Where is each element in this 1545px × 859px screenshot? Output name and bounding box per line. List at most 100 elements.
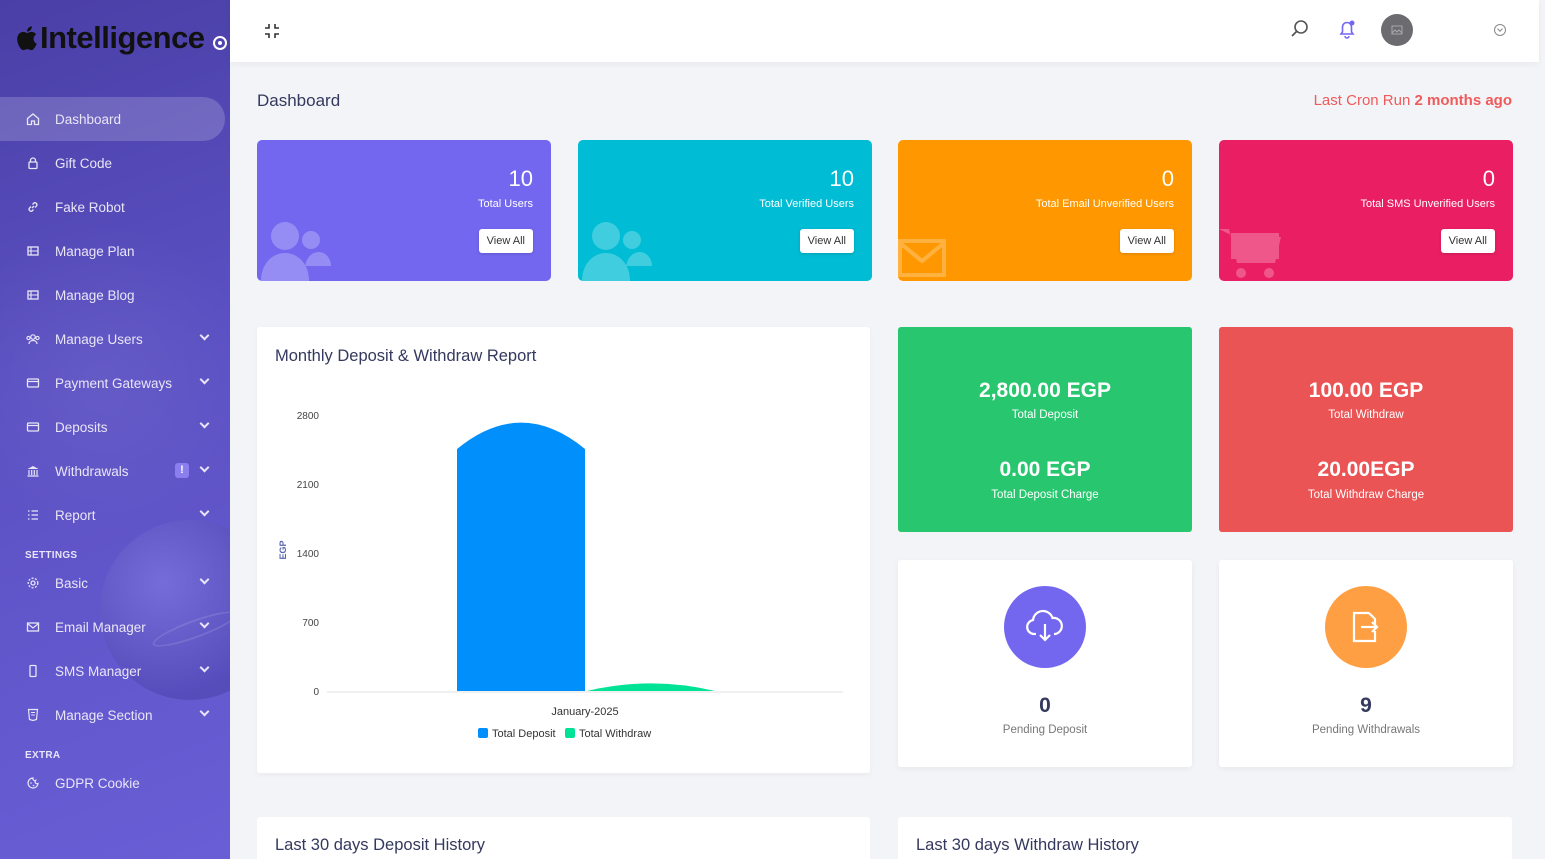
stat-card-sms-unverified: 0 Total SMS Unverified Users View All — [1219, 140, 1513, 281]
sidebar-item-label: Payment Gateways — [55, 375, 173, 391]
chevron-down-icon — [199, 706, 210, 717]
avatar-image-icon — [1391, 25, 1403, 35]
brand-logo[interactable]: Intelligence — [14, 20, 227, 56]
cron-status: Last Cron Run 2 months ago — [1314, 92, 1512, 109]
sidebar-item-label: Manage Plan — [55, 243, 135, 259]
stat-label: Total Users — [477, 198, 533, 210]
sidebar-item-manage-users[interactable]: Manage Users — [0, 317, 230, 361]
deposit-withdraw-chart-card: 2800 2100 1400 700 0 EGP January-2025 Total Dep… — [257, 327, 870, 773]
cron-label: Last Cron Run — [1313, 92, 1411, 109]
sidebar-item-basic[interactable]: Basic — [0, 561, 230, 605]
withdraw-history-card: Last 30 days Withdraw History — [898, 817, 1512, 859]
legend-marker — [478, 728, 488, 738]
bank-icon — [24, 462, 42, 480]
grid-icon — [24, 242, 42, 260]
x-tick-label: January-2025 — [551, 706, 618, 718]
sidebar-item-gdpr-cookie[interactable]: GDPR Cookie — [0, 761, 230, 805]
page-title: Dashboard — [257, 91, 341, 110]
pending-deposit-label: Pending Deposit — [1002, 724, 1088, 736]
pending-withdraw-badge — [1325, 586, 1407, 668]
users-icon — [24, 330, 42, 348]
top-navbar — [230, 0, 1539, 62]
collapse-icon[interactable] — [262, 21, 282, 41]
sidebar-item-payment-gateways[interactable]: Payment Gateways — [0, 361, 230, 405]
sidebar-menu: Dashboard Gift Code Fake Robot Manage Pl… — [0, 97, 230, 805]
view-all-button[interactable]: View All — [1119, 229, 1174, 253]
sidebar-item-label: Email Manager — [55, 619, 146, 635]
sidebar-item-label: Manage Section — [55, 707, 153, 723]
link-icon — [24, 198, 42, 216]
legend-label: Total Withdraw — [579, 728, 651, 740]
sidebar-item-label: Manage Users — [55, 331, 143, 347]
pending-withdraw-card[interactable]: 9 Pending Withdrawals — [1219, 560, 1513, 767]
sidebar-item-dashboard[interactable]: Dashboard — [0, 97, 225, 141]
sidebar-item-gift-code[interactable]: Gift Code — [0, 141, 230, 185]
deposit-charge-label: Total Deposit Charge — [991, 489, 1099, 501]
avatar[interactable] — [1381, 14, 1413, 46]
sidebar-item-label: Dashboard — [55, 111, 122, 127]
withdraw-history-title: Last 30 days Withdraw History — [916, 836, 1139, 854]
withdraw-charge-amount: 20.00EGP — [1317, 458, 1415, 481]
stat-value: 10 — [508, 166, 533, 191]
deposit-history-title: Last 30 days Deposit History — [275, 836, 486, 854]
view-all-button[interactable]: View All — [1440, 229, 1495, 253]
sidebar-item-deposits[interactable]: Deposits — [0, 405, 230, 449]
chevron-down-icon — [199, 418, 210, 429]
total-deposit-label: Total Deposit — [1011, 409, 1079, 421]
user-dropdown-icon[interactable] — [1494, 24, 1506, 36]
legend-marker — [565, 728, 575, 738]
view-all-button[interactable]: View All — [478, 229, 533, 253]
html-icon — [24, 706, 42, 724]
chevron-down-icon — [199, 574, 210, 585]
chart-title: Monthly Deposit & Withdraw Report — [275, 347, 537, 365]
sidebar-item-fake-robot[interactable]: Fake Robot — [0, 185, 230, 229]
sidebar-item-manage-blog[interactable]: Manage Blog — [0, 273, 230, 317]
sidebar-item-sms-manager[interactable]: SMS Manager — [0, 649, 230, 693]
deposit-history-card: Last 30 days Deposit History — [257, 817, 870, 859]
sidebar-item-manage-section[interactable]: Manage Section — [0, 693, 230, 737]
alert-badge: ! — [175, 463, 189, 478]
search-icon[interactable] — [1290, 19, 1310, 39]
chevron-down-icon — [199, 374, 210, 385]
lock-icon — [24, 154, 42, 172]
chevron-down-icon — [199, 662, 210, 673]
sidebar-item-label: GDPR Cookie — [55, 775, 140, 791]
y-axis-label: EGP — [278, 540, 288, 559]
brand-name: Intelligence — [40, 20, 205, 55]
y-tick-label: 1400 — [297, 549, 320, 560]
gear-icon — [24, 574, 42, 592]
bar-total-deposit — [457, 422, 585, 691]
chevron-down-icon — [199, 618, 210, 629]
sidebar-item-report[interactable]: Report — [0, 493, 230, 537]
chevron-down-icon — [199, 462, 210, 473]
total-deposit-card: 2,800.00 EGP Total Deposit 0.00 EGP Tota… — [898, 327, 1192, 532]
sidebar-item-label: Report — [55, 507, 96, 523]
brand-dot-icon — [212, 36, 227, 50]
sidebar-item-label: Withdrawals — [55, 463, 129, 479]
sidebar-item-withdrawals[interactable]: Withdrawals ! — [0, 449, 230, 493]
sidebar-item-label: Deposits — [55, 419, 108, 435]
pending-deposit-card[interactable]: 0 Pending Deposit — [898, 560, 1192, 767]
extra-section-header: EXTRA — [25, 750, 61, 761]
apple-icon — [17, 26, 37, 51]
total-withdraw-label: Total Withdraw — [1328, 409, 1404, 421]
phone-icon — [24, 662, 42, 680]
pending-deposit-badge — [1004, 586, 1086, 668]
envelope-bg-icon — [898, 239, 946, 277]
sidebar-item-label: Gift Code — [55, 155, 113, 171]
sidebar-item-manage-plan[interactable]: Manage Plan — [0, 229, 230, 273]
sidebar-item-label: SMS Manager — [55, 663, 142, 679]
settings-section-header: SETTINGS — [25, 550, 78, 561]
stat-value: 0 — [1161, 166, 1174, 191]
sidebar: Intelligence Dashboard Gift Code Fake Ro… — [0, 0, 230, 859]
pending-withdraw-label: Pending Withdrawals — [1311, 724, 1421, 736]
y-tick-label: 2800 — [297, 411, 320, 422]
sidebar-item-email-manager[interactable]: Email Manager — [0, 605, 230, 649]
bell-icon[interactable] — [1336, 18, 1358, 40]
sign-out-icon — [1352, 611, 1379, 643]
cron-value: 2 months ago — [1414, 92, 1512, 109]
card-icon — [24, 418, 42, 436]
view-all-button[interactable]: View All — [799, 229, 854, 253]
chevron-down-icon — [199, 506, 210, 517]
total-withdraw-amount: 100.00 EGP — [1308, 379, 1424, 402]
